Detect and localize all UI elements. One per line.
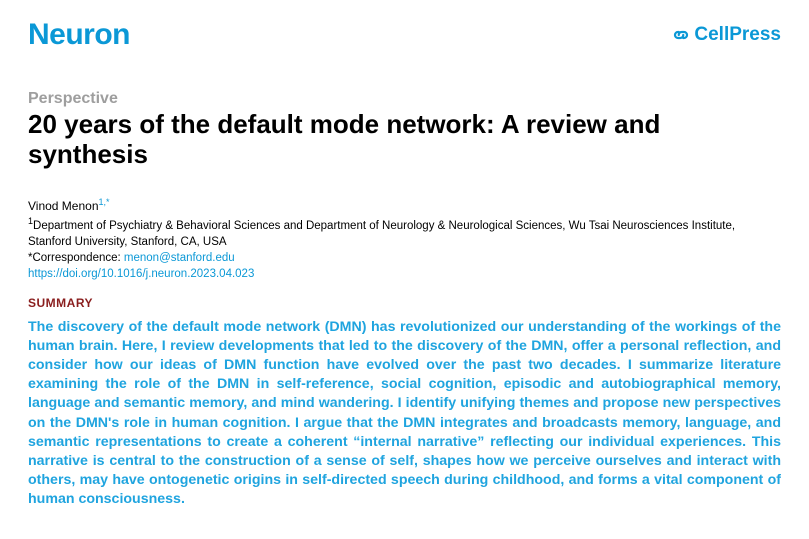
summary-heading: SUMMARY: [28, 296, 781, 310]
link-chain-icon: [672, 26, 690, 44]
publisher-brand: CellPress: [672, 24, 781, 46]
header: Neuron CellPress: [28, 18, 781, 52]
journal-name: Neuron: [28, 18, 130, 52]
correspondence-label: *Correspondence:: [28, 252, 124, 264]
author-marks: 1,*: [99, 197, 110, 207]
article-type: Perspective: [28, 90, 781, 108]
affiliation-line: 1Department of Psychiatry & Behavioral S…: [28, 215, 781, 250]
summary-body: The discovery of the default mode networ…: [28, 318, 781, 510]
doi-link[interactable]: https://doi.org/10.1016/j.neuron.2023.04…: [28, 268, 254, 280]
correspondence-email-link[interactable]: menon@stanford.edu: [124, 252, 235, 264]
publisher-name: CellPress: [694, 24, 781, 46]
doi-line: https://doi.org/10.1016/j.neuron.2023.04…: [28, 266, 781, 282]
article-title: 20 years of the default mode network: A …: [28, 110, 781, 170]
author-name: Vinod Menon: [28, 199, 99, 213]
affiliation-text: Department of Psychiatry & Behavioral Sc…: [28, 219, 735, 247]
author-line: Vinod Menon1,*: [28, 196, 781, 215]
author-block: Vinod Menon1,* 1Department of Psychiatry…: [28, 196, 781, 282]
correspondence-line: *Correspondence: menon@stanford.edu: [28, 250, 781, 266]
